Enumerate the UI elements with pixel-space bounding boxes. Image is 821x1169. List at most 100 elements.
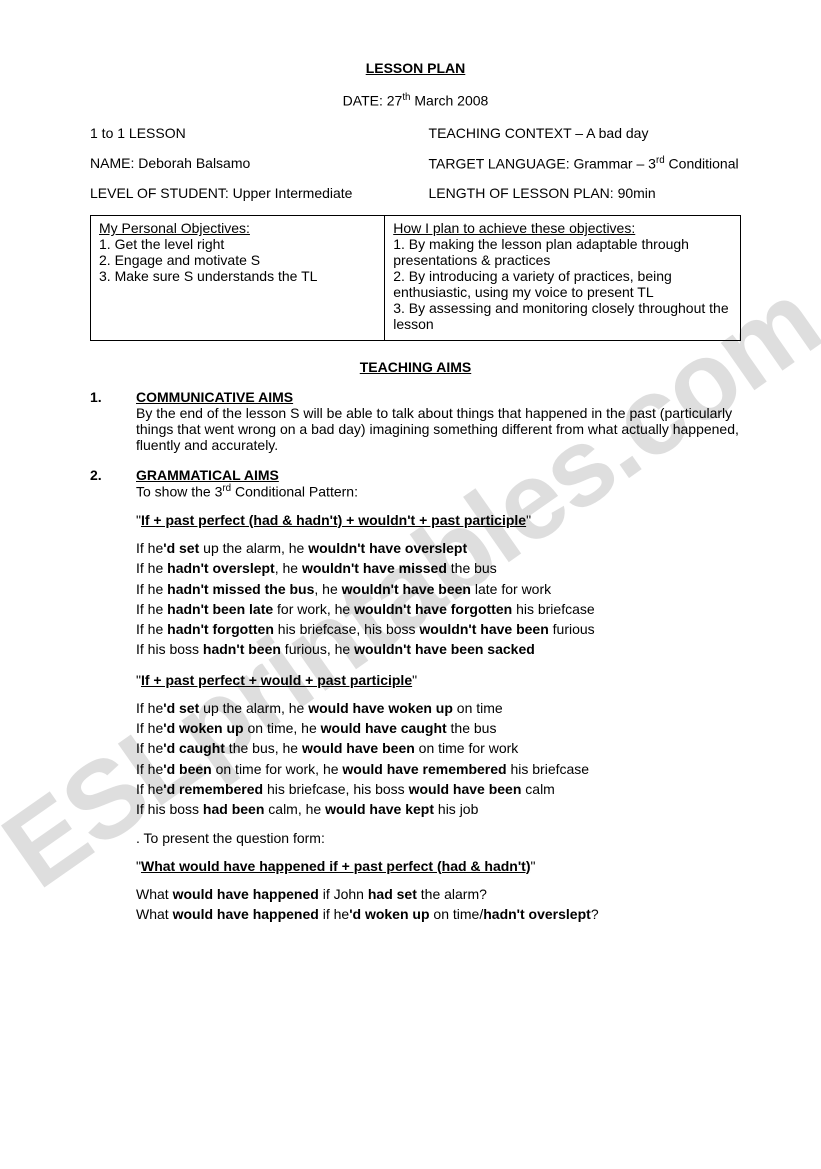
obj-right-3: 3. By assessing and monitoring closely t…: [393, 300, 732, 332]
target-pre: TARGET LANGUAGE: Grammar – 3: [429, 155, 656, 171]
example-line: If he hadn't missed the bus, he wouldn't…: [136, 579, 741, 599]
text-segment: furious: [549, 621, 595, 637]
lesson-type: 1 to 1 LESSON: [90, 125, 429, 141]
example-line: If he'd set up the alarm, he wouldn't ha…: [136, 538, 741, 558]
aim2-num: 2.: [90, 467, 136, 500]
text-segment: If his boss: [136, 801, 203, 817]
text-segment: If he: [136, 560, 167, 576]
text-segment: calm: [521, 781, 554, 797]
pattern2-text: If + past perfect + would + past partici…: [141, 672, 412, 688]
bold-segment: wouldn't have forgotten: [354, 601, 512, 617]
text-segment: If he: [136, 720, 163, 736]
text-segment: calm, he: [264, 801, 325, 817]
bold-segment: hadn't overslept: [167, 560, 275, 576]
bold-segment: had set: [368, 886, 417, 902]
aim-2: 2. GRAMMATICAL AIMS To show the 3rd Cond…: [90, 467, 741, 924]
bold-segment: 'd woken up: [163, 720, 243, 736]
text-segment: his briefcase: [512, 601, 594, 617]
obj-left-1: 1. Get the level right: [99, 236, 376, 252]
aim2-intro-pre: To show the 3: [136, 484, 222, 500]
bold-segment: had been: [203, 801, 264, 817]
bold-segment: 'd remembered: [163, 781, 263, 797]
bold-segment: wouldn't have been: [342, 581, 471, 597]
text-segment: What: [136, 906, 173, 922]
example-line: If he'd caught the bus, he would have be…: [136, 738, 741, 758]
example-line: What would have happened if he'd woken u…: [136, 904, 741, 924]
text-segment: on time/: [430, 906, 484, 922]
text-segment: If he: [136, 700, 163, 716]
page: LESSON PLAN DATE: 27th March 2008 1 to 1…: [0, 0, 821, 978]
bold-segment: would have happened: [173, 906, 319, 922]
example-line: If he'd set up the alarm, he would have …: [136, 698, 741, 718]
obj-right-2: 2. By introducing a variety of practices…: [393, 268, 732, 300]
example-line: If he'd been on time for work, he would …: [136, 759, 741, 779]
obj-left-2: 2. Engage and motivate S: [99, 252, 376, 268]
objectives-right-head: How I plan to achieve these objectives:: [393, 220, 732, 236]
text-segment: his briefcase, his boss: [263, 781, 409, 797]
meta-row-3: LEVEL OF STUDENT: Upper Intermediate LEN…: [90, 185, 741, 201]
text-segment: furious, he: [281, 641, 354, 657]
date-line: DATE: 27th March 2008: [90, 92, 741, 109]
example-line: If he'd remembered his briefcase, his bo…: [136, 779, 741, 799]
bold-segment: hadn't been late: [167, 601, 273, 617]
text-segment: on time: [453, 700, 503, 716]
bold-segment: would have woken up: [308, 700, 453, 716]
text-segment: If his boss: [136, 641, 203, 657]
text-segment: , he: [314, 581, 341, 597]
text-segment: the alarm?: [417, 886, 487, 902]
aim1-num: 1.: [90, 389, 136, 453]
text-segment: the bus: [447, 560, 497, 576]
text-segment: if he: [319, 906, 349, 922]
text-segment: If he: [136, 540, 163, 556]
bold-segment: would have caught: [321, 720, 447, 736]
bold-segment: hadn't overslept: [483, 906, 591, 922]
bold-segment: 'd set: [163, 540, 199, 556]
text-segment: late for work: [471, 581, 551, 597]
text-segment: on time, he: [244, 720, 321, 736]
text-segment: , he: [275, 560, 302, 576]
text-segment: his briefcase: [507, 761, 589, 777]
bold-segment: would have happened: [173, 886, 319, 902]
text-segment: If he: [136, 781, 163, 797]
bold-segment: 'd woken up: [349, 906, 429, 922]
question-intro: . To present the question form:: [136, 830, 741, 846]
text-segment: If he: [136, 601, 167, 617]
aim1-head: COMMUNICATIVE AIMS: [136, 389, 741, 405]
text-segment: if John: [319, 886, 368, 902]
obj-left-3: 3. Make sure S understands the TL: [99, 268, 376, 284]
example-line: If he hadn't overslept, he wouldn't have…: [136, 558, 741, 578]
example-line: If he hadn't forgotten his briefcase, hi…: [136, 619, 741, 639]
text-segment: his job: [434, 801, 478, 817]
aim2-intro: To show the 3rd Conditional Pattern:: [136, 483, 741, 500]
aim2-head: GRAMMATICAL AIMS: [136, 467, 741, 483]
text-segment: on time for work, he: [212, 761, 343, 777]
bold-segment: wouldn't have missed: [302, 560, 447, 576]
pattern3: "What would have happened if + past perf…: [136, 858, 741, 874]
teaching-context: TEACHING CONTEXT – A bad day: [429, 125, 741, 141]
objectives-left: My Personal Objectives: 1. Get the level…: [91, 216, 385, 340]
text-segment: What: [136, 886, 173, 902]
bold-segment: hadn't been: [203, 641, 281, 657]
aim2-intro-post: Conditional Pattern:: [231, 484, 358, 500]
example-line: If he hadn't been late for work, he woul…: [136, 599, 741, 619]
bold-segment: would have been: [302, 740, 415, 756]
bold-segment: wouldn't have overslept: [308, 540, 467, 556]
pattern3-text: What would have happened if + past perfe…: [141, 858, 531, 874]
bold-segment: 'd caught: [163, 740, 225, 756]
bold-segment: wouldn't have been: [419, 621, 548, 637]
examples-2: If he'd set up the alarm, he would have …: [136, 698, 741, 820]
text-segment: If he: [136, 761, 163, 777]
examples-1: If he'd set up the alarm, he wouldn't ha…: [136, 538, 741, 660]
example-line: If his boss hadn't been furious, he woul…: [136, 639, 741, 659]
text-segment: his briefcase, his boss: [274, 621, 420, 637]
date-sup: th: [402, 92, 410, 103]
text-segment: the bus: [447, 720, 497, 736]
text-segment: on time for work: [415, 740, 518, 756]
objectives-right: How I plan to achieve these objectives: …: [385, 216, 740, 340]
example-line: What would have happened if John had set…: [136, 884, 741, 904]
doc-title: LESSON PLAN: [90, 60, 741, 76]
date-prefix: DATE: 27: [343, 93, 403, 109]
objectives-table: My Personal Objectives: 1. Get the level…: [90, 215, 741, 341]
text-segment: for work, he: [273, 601, 354, 617]
target-post: Conditional: [665, 155, 739, 171]
